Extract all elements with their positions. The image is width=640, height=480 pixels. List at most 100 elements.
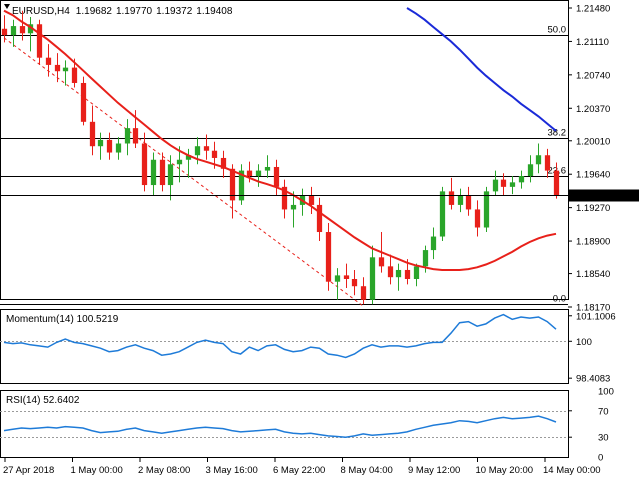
candle-body bbox=[448, 191, 455, 205]
candle-body bbox=[229, 168, 236, 201]
price-tick-label: 1.18540 bbox=[576, 269, 610, 280]
candle-body bbox=[246, 170, 253, 177]
candle-body bbox=[97, 139, 104, 147]
candle-body bbox=[439, 191, 446, 237]
rsi-tick-label: 30 bbox=[598, 433, 609, 444]
rsi-indicator: 70 30 100 0 bbox=[0, 387, 614, 464]
price-tick-label: 1.19270 bbox=[576, 203, 610, 214]
candle-body bbox=[71, 67, 78, 83]
candle-body bbox=[316, 204, 323, 233]
candle-body bbox=[45, 57, 52, 65]
candle-body bbox=[422, 250, 429, 267]
price-tick-label: 1.21110 bbox=[576, 37, 609, 48]
price-tick-label: 1.18170 bbox=[576, 303, 610, 314]
candle-body bbox=[124, 128, 131, 144]
momentum-title: Momentum(14) 100.5219 bbox=[6, 314, 119, 325]
candle-body bbox=[27, 24, 34, 34]
time-tick-label: 1 May 00:00 bbox=[71, 465, 123, 476]
candle-body bbox=[176, 159, 183, 165]
ohlc-low: 1.19372 bbox=[156, 6, 193, 17]
candle-body bbox=[483, 191, 490, 228]
momentum-panel-frame bbox=[0, 309, 569, 384]
candle-body bbox=[334, 275, 341, 282]
ohlc-close: 1.19408 bbox=[196, 6, 233, 17]
current-price-box bbox=[569, 189, 639, 202]
trendline-segment bbox=[3, 37, 364, 307]
candle-body bbox=[544, 155, 551, 171]
time-tick-label: 8 May 04:00 bbox=[341, 465, 393, 476]
candle-body bbox=[132, 128, 139, 144]
rsi-title: RSI(14) 52.6402 bbox=[6, 395, 80, 406]
candle-body bbox=[535, 155, 542, 165]
candle-body bbox=[290, 204, 297, 210]
candle-body bbox=[360, 286, 367, 300]
rsi-scale-label: 100 bbox=[598, 387, 614, 398]
candle-body bbox=[465, 195, 472, 210]
time-tick-label: 3 May 16:00 bbox=[206, 465, 258, 476]
price-tick-label: 1.20370 bbox=[576, 104, 610, 115]
momentum-line bbox=[3, 313, 557, 359]
candle-body bbox=[281, 186, 288, 210]
candle-body bbox=[106, 139, 113, 153]
symbol-label: EURUSD,H4 bbox=[12, 6, 70, 17]
price-axis: 1.21480 1.21110 1.20740 1.20370 1.20010 1.196… bbox=[568, 4, 610, 314]
time-axis: 27 Apr 2018 1 May 00:00 2 May 08:00 3 May 1… bbox=[3, 458, 601, 476]
moving-averages bbox=[3, 7, 557, 271]
candle-body bbox=[115, 143, 122, 153]
candle-body bbox=[492, 179, 499, 192]
ohlc-high: 1.19770 bbox=[116, 6, 153, 17]
candle-body bbox=[343, 275, 350, 279]
candle-body bbox=[10, 26, 17, 36]
price-tick-label: 1.20740 bbox=[576, 70, 610, 81]
time-tick-label: 2 May 08:00 bbox=[138, 465, 190, 476]
time-tick-label: 27 Apr 2018 bbox=[3, 465, 54, 476]
moving-average-line bbox=[3, 9, 557, 271]
candle-body bbox=[185, 155, 192, 160]
rsi-panel-frame bbox=[0, 390, 569, 458]
candle-body bbox=[369, 257, 376, 300]
fibonacci-label: 0.0 bbox=[553, 294, 566, 305]
candle-body bbox=[351, 278, 358, 287]
candle-body bbox=[509, 182, 516, 187]
price-tick-label: 1.18900 bbox=[576, 237, 610, 248]
rsi-tick-label: 70 bbox=[598, 406, 609, 417]
current-price-text: 1.19408 bbox=[576, 191, 610, 202]
chart-header: EURUSD,H4 1.19682 1.19770 1.19372 1.19408 bbox=[4, 4, 233, 17]
time-tick-label: 6 May 22:00 bbox=[273, 465, 325, 476]
candle-body bbox=[264, 166, 271, 171]
candle-body bbox=[500, 179, 507, 187]
momentum-tick-label: 98.4083 bbox=[576, 374, 610, 385]
fibonacci-label: 50.0 bbox=[548, 25, 567, 36]
candle-body bbox=[150, 159, 157, 186]
candle-body bbox=[211, 150, 218, 158]
candle-body bbox=[474, 209, 481, 228]
collapse-triangle-icon[interactable] bbox=[4, 4, 10, 9]
candle-body bbox=[273, 166, 280, 187]
candle-body bbox=[1, 28, 8, 36]
momentum-indicator: 101.1006 100 98.4083 bbox=[0, 311, 616, 385]
candle-body bbox=[159, 159, 166, 186]
ohlc-open: 1.19682 bbox=[76, 6, 113, 17]
candle-body bbox=[141, 143, 148, 186]
candle-body bbox=[54, 64, 61, 72]
time-tick-label: 10 May 20:00 bbox=[476, 465, 534, 476]
candle-body bbox=[89, 121, 96, 147]
fibonacci-levels: 50.038.223.60.0 bbox=[0, 25, 568, 305]
candle-body bbox=[387, 266, 394, 278]
candle-body bbox=[404, 269, 411, 279]
candle-body bbox=[220, 157, 227, 169]
candle-body bbox=[194, 146, 201, 156]
time-tick-label: 9 May 12:00 bbox=[408, 465, 460, 476]
current-price-tag: 1.19408 bbox=[0, 189, 639, 202]
momentum-tick-label: 101.1006 bbox=[576, 311, 616, 322]
candle-body bbox=[378, 257, 385, 267]
candle-body bbox=[62, 67, 69, 72]
candles bbox=[1, 10, 560, 305]
rsi-scale-label: 0 bbox=[598, 453, 603, 464]
price-tick-label: 1.19640 bbox=[576, 170, 610, 181]
candle-body bbox=[255, 170, 262, 177]
main-panel-frame bbox=[0, 0, 569, 300]
momentum-tick-label: 100 bbox=[576, 337, 592, 348]
